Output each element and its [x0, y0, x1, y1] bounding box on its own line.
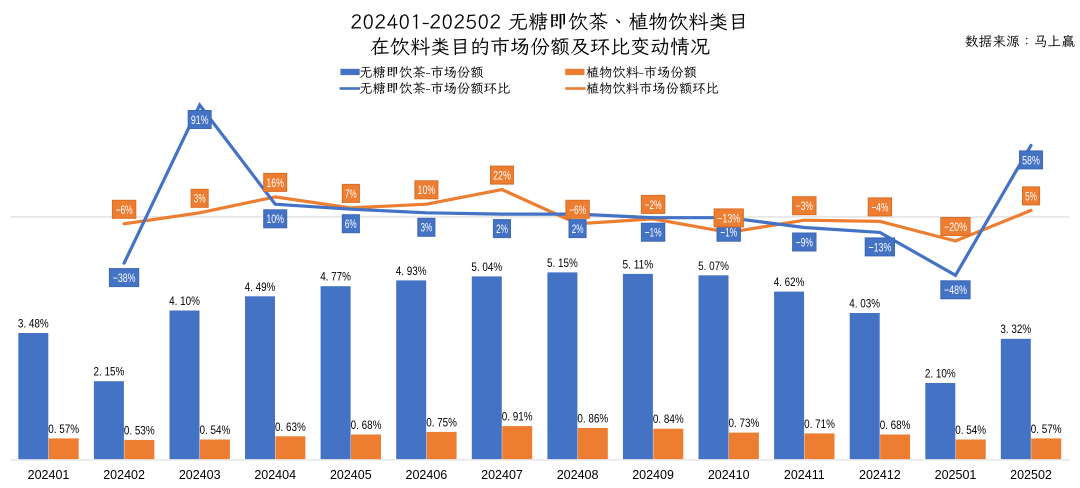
svg-text:0. 71%: 0. 71% [804, 417, 835, 431]
svg-text:−13%: −13% [717, 211, 740, 225]
svg-text:0. 54%: 0. 54% [955, 423, 986, 437]
svg-text:3. 48%: 3. 48% [18, 317, 49, 331]
svg-text:3%: 3% [421, 221, 433, 235]
svg-text:58%: 58% [1022, 153, 1040, 167]
svg-text:202402: 202402 [103, 468, 145, 482]
svg-text:3%: 3% [194, 192, 206, 206]
svg-text:0. 57%: 0. 57% [1031, 422, 1062, 436]
svg-text:202405: 202405 [330, 468, 372, 482]
svg-text:−1%: −1% [720, 226, 737, 240]
svg-text:−38%: −38% [113, 271, 136, 285]
svg-text:10%: 10% [418, 183, 436, 197]
svg-text:0. 68%: 0. 68% [880, 418, 911, 432]
svg-text:−20%: −20% [944, 220, 967, 234]
svg-text:−4%: −4% [871, 200, 888, 214]
svg-text:0. 86%: 0. 86% [577, 411, 608, 425]
svg-text:202407: 202407 [481, 468, 523, 482]
svg-text:10%: 10% [266, 212, 284, 226]
svg-text:0. 54%: 0. 54% [200, 423, 231, 437]
svg-text:4. 77%: 4. 77% [320, 270, 351, 284]
svg-text:5. 15%: 5. 15% [547, 256, 578, 270]
svg-text:5. 04%: 5. 04% [471, 260, 502, 274]
svg-text:0. 57%: 0. 57% [48, 422, 79, 436]
svg-text:91%: 91% [191, 113, 209, 127]
svg-text:4. 49%: 4. 49% [245, 280, 276, 294]
svg-text:4. 03%: 4. 03% [849, 297, 880, 311]
svg-text:2%: 2% [572, 222, 584, 236]
svg-text:4. 93%: 4. 93% [396, 264, 427, 278]
svg-text:−2%: −2% [645, 198, 662, 212]
svg-text:0. 63%: 0. 63% [275, 420, 306, 434]
svg-text:202408: 202408 [557, 468, 599, 482]
svg-text:4. 62%: 4. 62% [774, 275, 805, 289]
svg-text:202502: 202502 [1010, 468, 1052, 482]
svg-text:16%: 16% [266, 176, 284, 190]
svg-text:0. 84%: 0. 84% [653, 412, 684, 426]
svg-text:2. 15%: 2. 15% [94, 365, 125, 379]
svg-text:202411: 202411 [784, 468, 825, 482]
svg-text:22%: 22% [493, 169, 511, 183]
svg-text:202406: 202406 [406, 468, 448, 482]
svg-text:6%: 6% [345, 217, 357, 231]
svg-text:−13%: −13% [868, 240, 891, 254]
svg-text:4. 10%: 4. 10% [169, 294, 200, 308]
svg-text:5. 07%: 5. 07% [698, 259, 729, 273]
svg-text:5%: 5% [1025, 189, 1037, 203]
svg-text:202401: 202401 [28, 468, 70, 482]
svg-text:202501: 202501 [935, 468, 977, 482]
svg-text:0. 75%: 0. 75% [426, 415, 457, 429]
svg-text:−6%: −6% [116, 203, 133, 217]
svg-text:202404: 202404 [254, 468, 296, 482]
svg-text:−6%: −6% [569, 203, 586, 217]
svg-text:5. 11%: 5. 11% [623, 257, 654, 271]
svg-text:3. 32%: 3. 32% [1000, 322, 1031, 336]
svg-text:202409: 202409 [632, 468, 674, 482]
svg-text:2%: 2% [496, 222, 508, 236]
svg-text:0. 53%: 0. 53% [124, 423, 155, 437]
svg-text:0. 68%: 0. 68% [351, 418, 382, 432]
svg-text:−3%: −3% [796, 199, 813, 213]
svg-text:−48%: −48% [944, 283, 967, 297]
svg-text:−9%: −9% [796, 235, 813, 249]
svg-text:0. 73%: 0. 73% [729, 416, 760, 430]
svg-text:0. 91%: 0. 91% [502, 410, 533, 424]
svg-text:7%: 7% [345, 187, 357, 201]
svg-text:202412: 202412 [859, 468, 901, 482]
svg-text:202403: 202403 [179, 468, 221, 482]
svg-text:−1%: −1% [645, 226, 662, 240]
svg-text:2. 10%: 2. 10% [925, 367, 956, 381]
svg-text:202410: 202410 [708, 468, 750, 482]
